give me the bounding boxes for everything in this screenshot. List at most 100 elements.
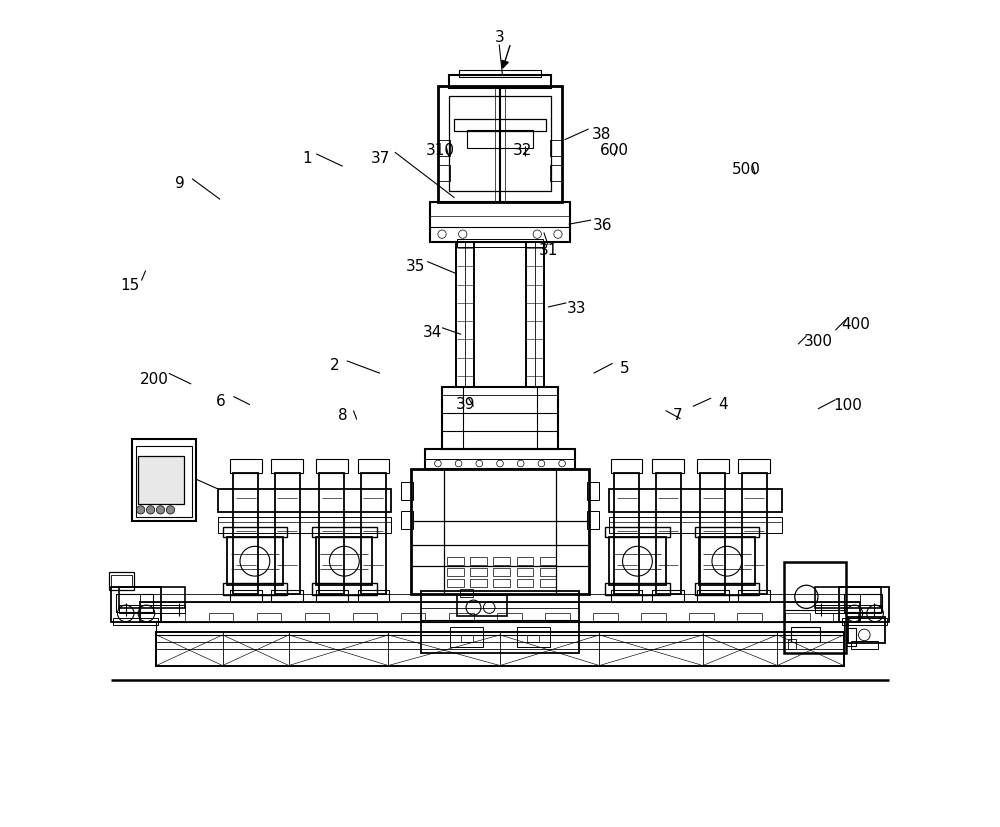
Circle shape: [146, 506, 155, 514]
Bar: [305, 613, 329, 621]
Bar: [652, 459, 684, 474]
Bar: [456, 242, 474, 387]
Bar: [815, 605, 881, 614]
Text: 7: 7: [673, 408, 683, 423]
Bar: [791, 627, 820, 642]
Bar: [312, 528, 377, 538]
Bar: [461, 635, 473, 642]
Bar: [699, 538, 755, 586]
Bar: [839, 587, 889, 622]
Bar: [425, 449, 575, 470]
Text: 36: 36: [593, 218, 612, 232]
Bar: [119, 587, 185, 608]
Bar: [438, 141, 450, 157]
Bar: [109, 572, 134, 590]
Bar: [700, 474, 725, 594]
Text: 39: 39: [455, 396, 475, 411]
Bar: [614, 474, 639, 594]
Bar: [815, 587, 881, 608]
Bar: [140, 594, 860, 602]
Bar: [470, 568, 487, 576]
Text: 32: 32: [513, 143, 532, 158]
Text: 200: 200: [139, 371, 168, 386]
Text: 37: 37: [371, 151, 390, 166]
Bar: [540, 568, 556, 576]
Circle shape: [137, 506, 145, 514]
Text: 600: 600: [600, 143, 629, 158]
Bar: [132, 440, 196, 521]
Bar: [609, 517, 782, 533]
Bar: [587, 482, 599, 500]
Bar: [695, 583, 759, 595]
Bar: [738, 590, 770, 602]
Circle shape: [156, 506, 165, 514]
Bar: [611, 459, 642, 474]
Bar: [848, 617, 885, 643]
Bar: [459, 71, 541, 78]
Bar: [493, 557, 510, 566]
Bar: [517, 557, 533, 566]
Text: 400: 400: [842, 317, 870, 332]
Bar: [442, 387, 558, 449]
Bar: [271, 590, 303, 602]
Bar: [275, 474, 300, 594]
Bar: [460, 589, 473, 597]
Bar: [470, 557, 487, 566]
Bar: [450, 627, 483, 648]
Bar: [111, 587, 161, 622]
Bar: [438, 87, 562, 203]
Bar: [527, 635, 539, 642]
Bar: [411, 470, 589, 594]
Bar: [611, 590, 642, 602]
Bar: [788, 639, 796, 649]
Bar: [641, 613, 666, 621]
Bar: [116, 594, 153, 612]
Bar: [218, 490, 391, 513]
Bar: [401, 613, 425, 621]
Text: 31: 31: [538, 242, 558, 257]
Bar: [545, 613, 570, 621]
Bar: [742, 474, 767, 594]
Bar: [846, 629, 856, 647]
Bar: [540, 579, 556, 587]
Bar: [223, 528, 287, 538]
Bar: [605, 583, 670, 595]
Bar: [587, 511, 599, 529]
Bar: [737, 613, 762, 621]
Bar: [517, 568, 533, 576]
Bar: [361, 474, 386, 594]
Bar: [257, 613, 281, 621]
Text: 35: 35: [406, 259, 425, 274]
Bar: [223, 583, 287, 595]
Bar: [497, 613, 522, 621]
Bar: [353, 613, 377, 621]
Bar: [316, 538, 372, 586]
Bar: [447, 568, 464, 576]
Text: 6: 6: [216, 394, 226, 409]
Bar: [156, 623, 844, 635]
Circle shape: [166, 506, 175, 514]
Text: 15: 15: [120, 278, 140, 293]
Bar: [695, 528, 759, 538]
Text: 3: 3: [495, 30, 505, 45]
Bar: [319, 474, 344, 594]
Bar: [111, 576, 132, 587]
Bar: [401, 511, 413, 529]
Bar: [689, 613, 714, 621]
Bar: [517, 579, 533, 587]
Bar: [156, 633, 844, 666]
Bar: [470, 579, 487, 587]
Bar: [119, 605, 185, 614]
Text: 1: 1: [302, 151, 312, 166]
Bar: [656, 474, 681, 594]
Text: 33: 33: [567, 300, 587, 315]
Bar: [540, 557, 556, 566]
Bar: [209, 613, 233, 621]
Bar: [605, 528, 670, 538]
Bar: [218, 517, 391, 533]
Bar: [785, 613, 810, 621]
Bar: [493, 568, 510, 576]
Bar: [697, 590, 729, 602]
Bar: [526, 242, 544, 387]
Text: 2: 2: [330, 358, 339, 373]
